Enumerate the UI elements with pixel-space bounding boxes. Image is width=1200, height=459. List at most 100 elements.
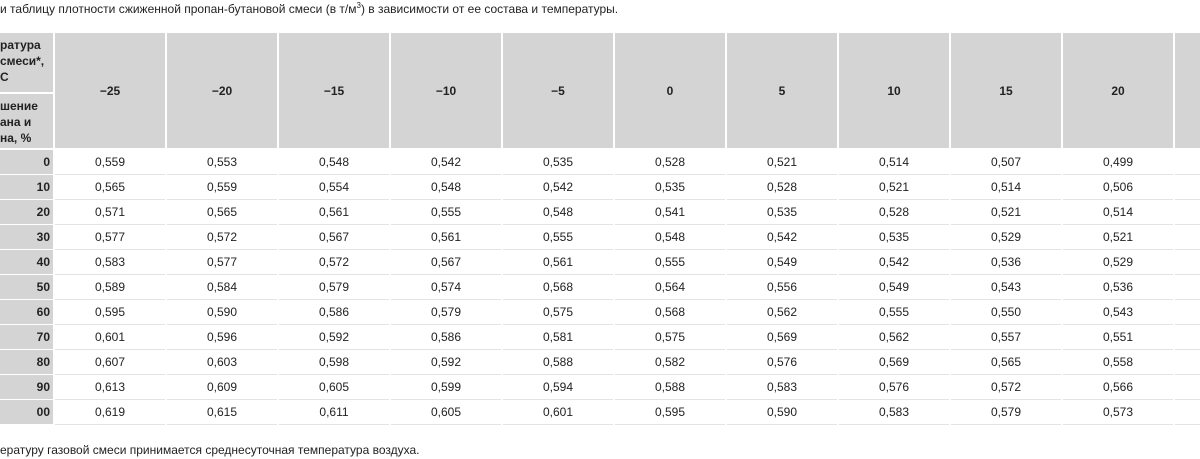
value-cell: 0,594	[503, 375, 613, 400]
value-cell: 0,521	[839, 175, 949, 200]
column-header: −5	[503, 33, 613, 148]
value-cell: 0,529	[951, 225, 1061, 250]
value-cell: 0,575	[503, 300, 613, 325]
row-label: 60	[0, 300, 53, 324]
corner-line: на, %	[0, 131, 32, 145]
row-label: 40	[0, 250, 53, 274]
column-header: 5	[727, 33, 837, 148]
value-cell: 0,555	[839, 300, 949, 325]
value-cell: 0,613	[55, 375, 165, 400]
value-cell: 0,579	[391, 300, 501, 325]
value-cell: 0,528	[839, 200, 949, 225]
value-cell: 0,586	[391, 325, 501, 350]
value-cell-partial	[1175, 400, 1200, 425]
value-cell: 0,543	[951, 275, 1061, 300]
value-cell: 0,521	[727, 150, 837, 175]
corner-line: шение	[0, 99, 38, 113]
row-label: 20	[0, 200, 53, 224]
value-cell: 0,514	[839, 150, 949, 175]
value-cell: 0,619	[55, 400, 165, 425]
value-cell: 0,565	[951, 350, 1061, 375]
corner-line: смеси*,	[0, 54, 45, 68]
value-cell: 0,583	[727, 375, 837, 400]
value-cell: 0,582	[615, 350, 725, 375]
value-cell: 0,573	[1063, 400, 1173, 425]
value-cell: 0,569	[839, 350, 949, 375]
value-cell-partial	[1175, 250, 1200, 275]
value-cell: 0,548	[279, 150, 389, 175]
value-cell: 0,595	[55, 300, 165, 325]
value-cell: 0,535	[727, 200, 837, 225]
row-label: 80	[0, 350, 53, 374]
value-cell: 0,572	[167, 225, 277, 250]
value-cell: 0,579	[279, 275, 389, 300]
value-cell: 0,549	[727, 250, 837, 275]
column-header: −15	[279, 33, 389, 148]
value-cell: 0,543	[1063, 300, 1173, 325]
value-cell: 0,548	[503, 200, 613, 225]
corner-header: ратура смеси*, С	[0, 33, 53, 92]
value-cell: 0,556	[727, 275, 837, 300]
value-cell: 0,565	[55, 175, 165, 200]
value-cell: 0,568	[615, 300, 725, 325]
value-cell: 0,548	[391, 175, 501, 200]
value-cell: 0,565	[167, 200, 277, 225]
value-cell: 0,555	[391, 200, 501, 225]
value-cell: 0,615	[167, 400, 277, 425]
value-cell: 0,609	[167, 375, 277, 400]
value-cell: 0,572	[279, 250, 389, 275]
value-cell: 0,592	[279, 325, 389, 350]
value-cell: 0,562	[727, 300, 837, 325]
value-cell: 0,559	[55, 150, 165, 175]
row-label: 0	[0, 150, 53, 174]
value-cell: 0,535	[503, 150, 613, 175]
value-cell: 0,558	[1063, 350, 1173, 375]
value-cell: 0,542	[727, 225, 837, 250]
value-cell: 0,514	[1063, 200, 1173, 225]
value-cell-partial	[1175, 375, 1200, 400]
value-cell: 0,542	[503, 175, 613, 200]
value-cell: 0,601	[55, 325, 165, 350]
value-cell: 0,598	[279, 350, 389, 375]
column-header: −25	[55, 33, 165, 148]
intro-sup: 3	[356, 1, 361, 10]
value-cell: 0,561	[503, 250, 613, 275]
intro-text: и таблицу плотности сжиженной пропан-бут…	[0, 1, 618, 16]
value-cell: 0,605	[391, 400, 501, 425]
corner-line: ана и	[0, 115, 32, 129]
column-header: 10	[839, 33, 949, 148]
row-label: 50	[0, 275, 53, 299]
value-cell: 0,542	[839, 250, 949, 275]
value-cell: 0,536	[1063, 275, 1173, 300]
corner-line: ратура	[0, 38, 41, 52]
value-cell: 0,528	[615, 150, 725, 175]
value-cell: 0,590	[727, 400, 837, 425]
value-cell: 0,528	[727, 175, 837, 200]
value-cell: 0,568	[503, 275, 613, 300]
value-cell: 0,603	[167, 350, 277, 375]
value-cell: 0,596	[167, 325, 277, 350]
value-cell: 0,499	[1063, 150, 1173, 175]
value-cell-partial	[1175, 300, 1200, 325]
value-cell: 0,555	[503, 225, 613, 250]
value-cell: 0,605	[279, 375, 389, 400]
value-cell: 0,581	[503, 325, 613, 350]
value-cell: 0,551	[1063, 325, 1173, 350]
value-cell: 0,576	[727, 350, 837, 375]
value-cell: 0,577	[167, 250, 277, 275]
value-cell-partial	[1175, 175, 1200, 200]
value-cell-partial	[1175, 325, 1200, 350]
value-cell: 0,550	[951, 300, 1061, 325]
row-label: 70	[0, 325, 53, 349]
value-cell: 0,583	[839, 400, 949, 425]
value-cell: 0,535	[839, 225, 949, 250]
value-cell: 0,579	[951, 400, 1061, 425]
value-cell: 0,561	[279, 200, 389, 225]
value-cell: 0,566	[1063, 375, 1173, 400]
value-cell: 0,553	[167, 150, 277, 175]
value-cell-partial	[1175, 200, 1200, 225]
row-label: 10	[0, 175, 53, 199]
value-cell: 0,536	[951, 250, 1061, 275]
